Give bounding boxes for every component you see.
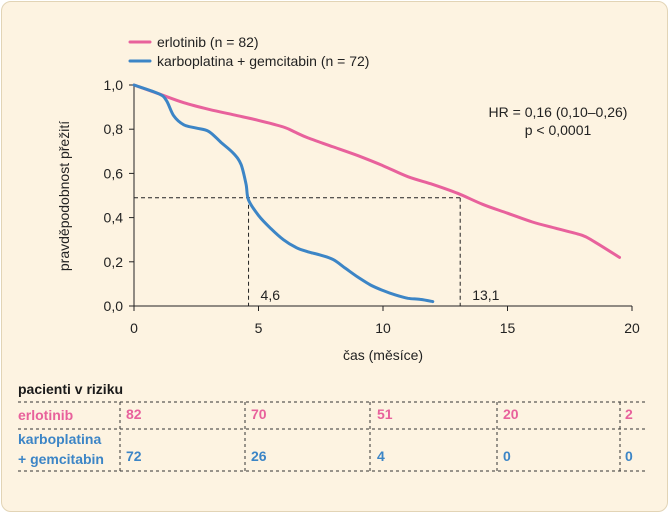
risk-cell: 51	[377, 406, 393, 422]
y-tick-label: 0,8	[104, 121, 124, 137]
risk-cell: 20	[503, 406, 519, 422]
x-tick-label: 20	[624, 320, 640, 336]
risk-table-title: pacienti v riziku	[18, 381, 124, 397]
series-line-erlotinib	[132, 83, 621, 259]
y-tick-label: 0,2	[104, 254, 124, 270]
risk-table-grid	[18, 401, 648, 472]
chart-axes: 0,0 0,2 0,4 0,6 0,8 1,0 0 5 10 15 20	[104, 77, 640, 336]
risk-cell: 82	[126, 406, 142, 422]
y-tick-label: 0,6	[104, 165, 124, 181]
y-tick-label: 0,4	[104, 210, 124, 226]
series-line-karboplatina-gemcitabin	[132, 83, 435, 304]
risk-cell: 4	[377, 448, 385, 464]
risk-cell: 0	[503, 448, 511, 464]
risk-cell: 0	[625, 448, 633, 464]
x-tick-label: 0	[130, 320, 138, 336]
risk-cell: 26	[251, 448, 267, 464]
p-value-annotation: p < 0,0001	[525, 122, 592, 138]
y-axis-label: pravděpodobnost přežití	[56, 121, 72, 271]
risk-row-label-line: + gemcitabin	[18, 451, 104, 467]
hr-annotation: HR = 0,16 (0,10–0,26)	[489, 104, 628, 120]
y-tick-label: 0,0	[104, 298, 124, 314]
risk-row-label-line: karboplatina	[18, 431, 102, 447]
x-tick-label: 10	[375, 320, 391, 336]
risk-row-label-line: erlotinib	[18, 407, 74, 423]
chart-series	[132, 83, 621, 304]
x-axis-label: čas (měsíce)	[343, 347, 423, 363]
legend-label: karboplatina + gemcitabin (n = 72)	[157, 53, 369, 69]
chart-guides: 4,6 13,1	[134, 197, 500, 306]
chart-legend: erlotinib (n = 82) karboplatina + gemcita…	[128, 34, 369, 69]
risk-row-label-karboplatina: karboplatina + gemcitabin	[18, 429, 104, 469]
y-tick-label: 1,0	[104, 77, 124, 93]
x-tick-label: 15	[500, 320, 516, 336]
legend-label: erlotinib (n = 82)	[157, 34, 259, 50]
median-label: 4,6	[261, 287, 281, 303]
x-tick-label: 5	[255, 320, 263, 336]
risk-row-label-erlotinib: erlotinib	[18, 405, 73, 425]
risk-cell: 70	[251, 406, 267, 422]
median-label: 13,1	[472, 287, 499, 303]
risk-cell: 2	[625, 406, 633, 422]
risk-cell: 72	[126, 448, 142, 464]
